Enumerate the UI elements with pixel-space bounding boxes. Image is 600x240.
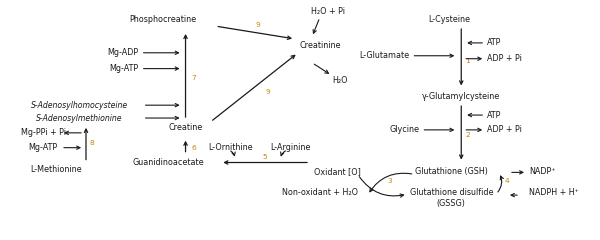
Text: 8: 8 — [90, 140, 95, 146]
Text: Oxidant [O]: Oxidant [O] — [314, 167, 361, 176]
Text: H₂O: H₂O — [332, 76, 347, 85]
Text: Mg-ATP: Mg-ATP — [29, 143, 58, 152]
Text: Glutathione (GSH): Glutathione (GSH) — [415, 167, 488, 176]
Text: L-Methionine: L-Methionine — [31, 165, 82, 174]
Text: L-Arginine: L-Arginine — [270, 143, 310, 152]
Text: Mg-PPi + Pi: Mg-PPi + Pi — [20, 128, 65, 137]
Text: 3: 3 — [387, 178, 392, 184]
Text: L-Glutamate: L-Glutamate — [359, 51, 409, 60]
Text: 9: 9 — [256, 22, 260, 28]
Text: 2: 2 — [465, 132, 470, 138]
Text: NADPH + H⁺: NADPH + H⁺ — [529, 188, 579, 197]
Text: ADP + Pi: ADP + Pi — [487, 125, 522, 134]
Text: Phosphocreatine: Phosphocreatine — [129, 15, 196, 24]
Text: Glycine: Glycine — [389, 125, 419, 134]
Text: Guanidinoacetate: Guanidinoacetate — [133, 158, 205, 167]
Text: S-Adenosylmethionine: S-Adenosylmethionine — [36, 114, 122, 123]
Text: Mg-ATP: Mg-ATP — [110, 64, 139, 73]
Text: (GSSG): (GSSG) — [437, 198, 466, 208]
Text: ADP + Pi: ADP + Pi — [487, 54, 522, 63]
Text: Glutathione disulfide: Glutathione disulfide — [410, 188, 493, 197]
Text: 7: 7 — [191, 76, 196, 82]
Text: γ-Glutamylcysteine: γ-Glutamylcysteine — [422, 92, 500, 101]
Text: Mg-ADP: Mg-ADP — [107, 48, 139, 57]
Text: ATP: ATP — [487, 111, 502, 120]
Text: L-Cysteine: L-Cysteine — [428, 15, 470, 24]
Text: Non-oxidant + H₂O: Non-oxidant + H₂O — [282, 188, 358, 197]
Text: H₂O + Pi: H₂O + Pi — [311, 7, 345, 16]
Text: 9: 9 — [265, 89, 270, 95]
Text: Creatine: Creatine — [169, 123, 203, 132]
Text: S-Adenosylhomocysteine: S-Adenosylhomocysteine — [31, 101, 128, 110]
Text: 5: 5 — [263, 154, 268, 160]
Text: Creatinine: Creatinine — [299, 41, 341, 50]
Text: 6: 6 — [191, 145, 196, 151]
Text: 1: 1 — [465, 58, 470, 64]
Text: L-Ornithine: L-Ornithine — [208, 143, 253, 152]
Text: ATP: ATP — [487, 38, 502, 48]
Text: 4: 4 — [505, 178, 509, 184]
Text: NADP⁺: NADP⁺ — [529, 167, 556, 176]
